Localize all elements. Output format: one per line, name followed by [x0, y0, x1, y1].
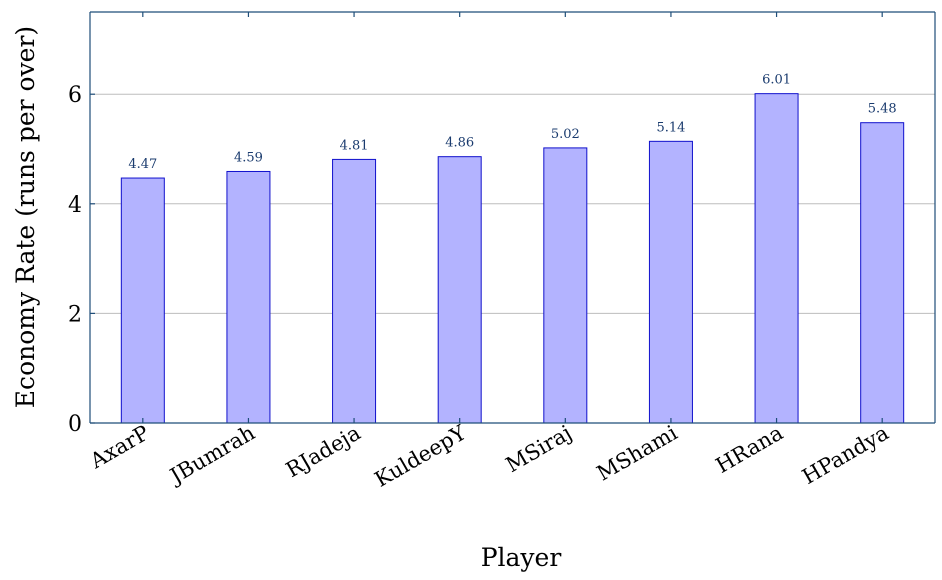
data-label: 4.47: [128, 157, 157, 172]
y-tick-label: 2: [68, 302, 82, 327]
y-tick-label: 4: [68, 193, 82, 218]
x-axis-title: Player: [481, 543, 562, 572]
x-tick-label: AxarP: [85, 421, 153, 474]
x-tick-label: HPandya: [798, 421, 893, 489]
y-tick-label: 0: [68, 412, 82, 437]
axis-layer: [89, 11, 936, 424]
data-label: 5.02: [551, 127, 580, 142]
grid-layer: [90, 93, 935, 314]
bar: [226, 170, 271, 424]
data-label: 6.01: [762, 73, 791, 88]
bar: [648, 140, 693, 424]
bar: [860, 122, 905, 424]
bar: [120, 177, 165, 424]
bar: [437, 156, 482, 424]
bars-layer: [120, 93, 905, 424]
data-label: 5.14: [656, 120, 685, 135]
x-tick-label: HRana: [712, 421, 787, 478]
x-tick-label: RJadeja: [282, 421, 365, 483]
x-tick-label: KuldeepY: [371, 420, 472, 492]
x-tick-label: JBumrah: [164, 421, 259, 489]
data-label: 4.81: [340, 138, 369, 153]
bar: [754, 93, 799, 424]
data-label: 5.48: [868, 102, 897, 117]
bar: [332, 158, 377, 424]
x-tick-label: MSiraj: [502, 421, 576, 478]
data-label: 4.86: [445, 136, 474, 151]
x-tick-label: MShami: [593, 420, 682, 485]
data-label: 4.59: [234, 150, 263, 165]
y-tick-label: 6: [68, 83, 82, 108]
bar: [543, 147, 588, 424]
y-axis-title: Economy Rate (runs per over): [11, 26, 40, 408]
